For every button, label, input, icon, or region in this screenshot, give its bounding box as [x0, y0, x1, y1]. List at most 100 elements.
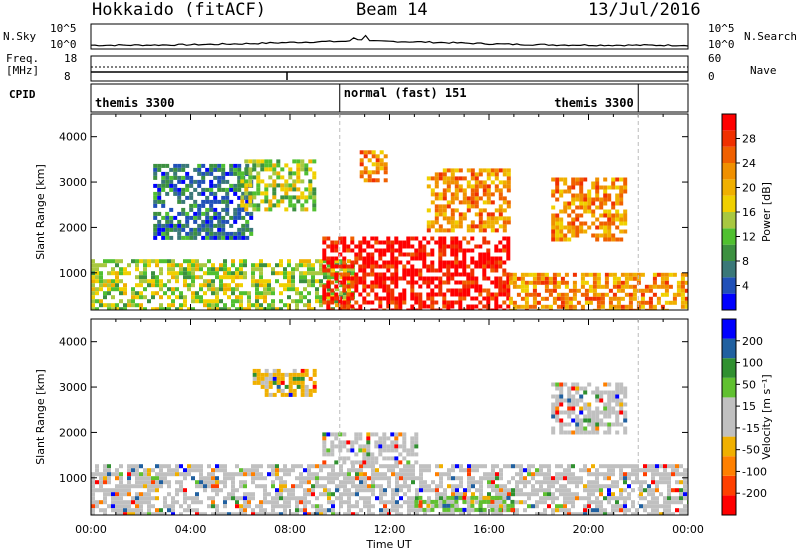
range-cell: [135, 492, 139, 497]
range-cell: [354, 308, 359, 310]
range-cell: [671, 488, 675, 493]
range-cell: [299, 263, 303, 268]
range-cell: [271, 480, 275, 485]
range-cell: [672, 296, 677, 301]
range-cell: [486, 212, 491, 217]
range-cell: [193, 215, 198, 220]
range-cell: [575, 422, 580, 427]
range-cell: [135, 512, 139, 515]
range-cell: [639, 496, 643, 501]
range-cell: [362, 452, 367, 457]
range-cell: [418, 240, 423, 245]
range-cell: [127, 512, 131, 515]
range-cell: [334, 264, 339, 269]
range-cell: [442, 507, 447, 512]
range-cell: [478, 256, 483, 261]
range-cell: [91, 500, 95, 505]
range-cell: [284, 163, 289, 168]
range-cell: [181, 191, 186, 196]
range-cell: [159, 259, 163, 264]
range-cell: [264, 187, 269, 192]
range-cell: [239, 504, 243, 509]
range-cell: [370, 460, 375, 465]
colorbar-swatch: [722, 228, 736, 245]
range-cell: [442, 192, 447, 197]
range-cell: [495, 488, 499, 493]
range-cell: [587, 410, 592, 415]
range-cell: [435, 464, 439, 469]
range-cell: [264, 368, 269, 373]
range-cell: [571, 386, 576, 391]
range-cell: [327, 496, 331, 501]
range-cell: [478, 168, 483, 173]
range-cell: [455, 488, 459, 493]
range-cell: [143, 267, 147, 272]
range-cell: [660, 276, 665, 281]
range-cell: [272, 167, 277, 172]
range-cell: [495, 508, 499, 513]
range-cell: [304, 392, 309, 397]
range-cell: [386, 300, 391, 305]
range-cell: [119, 484, 123, 489]
range-cell: [407, 476, 411, 481]
range-cell: [623, 229, 628, 234]
range-cell: [91, 496, 95, 501]
range-cell: [111, 287, 115, 292]
range-cell: [640, 292, 645, 297]
range-cell: [435, 496, 439, 501]
range-cell: [466, 168, 471, 173]
range-cell: [346, 300, 351, 305]
range-cell: [451, 468, 455, 473]
range-cell: [264, 163, 269, 168]
range-cell: [478, 184, 483, 189]
range-cell: [438, 268, 443, 273]
range-cell: [611, 464, 615, 469]
range-cell: [663, 508, 667, 513]
range-cell: [189, 195, 194, 200]
range-cell: [519, 468, 523, 473]
range-cell: [173, 215, 178, 220]
range-cell: [676, 284, 681, 289]
range-cell: [515, 500, 519, 505]
range-cell: [624, 292, 629, 297]
range-cell: [115, 271, 119, 276]
range-cell: [603, 512, 607, 515]
range-cell: [683, 496, 687, 501]
range-cell: [205, 211, 210, 216]
range-cell: [327, 488, 331, 493]
range-cell: [611, 504, 615, 509]
range-cell: [442, 236, 447, 241]
range-cell: [434, 208, 439, 213]
range-cell: [683, 508, 687, 513]
range-cell: [103, 279, 107, 284]
range-cell: [191, 295, 195, 300]
range-cell: [378, 296, 383, 301]
range-cell: [470, 204, 475, 209]
range-cell: [426, 296, 431, 301]
range-cell: [279, 468, 283, 473]
range-cell: [375, 476, 379, 481]
range-cell: [171, 259, 175, 264]
range-cell: [608, 308, 613, 310]
range-cell: [474, 196, 479, 201]
range-cell: [159, 283, 163, 288]
range-cell: [131, 484, 135, 489]
range-cell: [679, 500, 683, 505]
range-cell: [571, 229, 576, 234]
range-cell: [450, 292, 455, 297]
range-cell: [454, 256, 459, 261]
range-cell: [175, 271, 179, 276]
range-cell: [107, 303, 111, 308]
range-cell: [478, 308, 483, 310]
range-cell: [603, 406, 608, 411]
range-cell: [315, 299, 319, 304]
range-cell: [575, 205, 580, 210]
range-cell: [579, 426, 584, 431]
range-cell: [209, 163, 214, 168]
range-cell: [628, 292, 633, 297]
range-cell: [655, 512, 659, 515]
range-cell: [366, 284, 371, 289]
range-cell: [237, 195, 242, 200]
range-cell: [339, 283, 343, 288]
range-cell: [451, 476, 455, 481]
